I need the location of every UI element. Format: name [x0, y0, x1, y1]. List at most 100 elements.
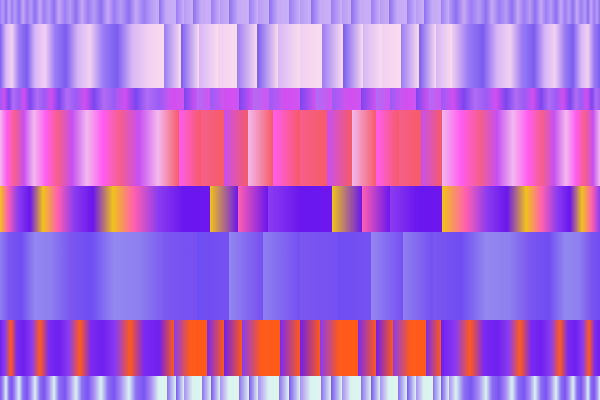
color-strip	[557, 186, 571, 232]
color-strip	[361, 0, 371, 24]
color-strip	[26, 24, 36, 88]
color-strip	[361, 376, 371, 400]
color-strip	[36, 88, 44, 110]
color-strip	[129, 320, 144, 376]
color-strip	[228, 232, 264, 320]
color-strip	[518, 376, 524, 400]
color-strip	[463, 376, 472, 400]
color-strip	[441, 110, 462, 186]
color-strip	[18, 376, 23, 400]
color-strip	[545, 0, 551, 24]
color-strip	[424, 0, 433, 24]
color-strip	[70, 376, 77, 400]
color-strip	[515, 88, 525, 110]
color-strip	[390, 186, 418, 232]
color-strip	[23, 110, 35, 186]
color-strip	[531, 320, 542, 376]
color-strip	[370, 376, 381, 400]
color-strip	[210, 88, 225, 110]
color-strip	[499, 376, 506, 400]
color-strip	[478, 0, 486, 24]
color-strip	[551, 320, 560, 376]
color-strip	[456, 376, 464, 400]
color-strip	[8, 0, 12, 24]
color-strip	[175, 0, 185, 24]
color-strip	[421, 110, 442, 186]
color-strip	[578, 232, 591, 320]
color-strip	[49, 320, 59, 376]
color-strip	[380, 376, 390, 400]
color-strip	[248, 376, 259, 400]
color-strip	[440, 0, 449, 24]
color-strip	[371, 232, 404, 320]
color-strip	[589, 320, 595, 376]
color-strip	[166, 232, 197, 320]
color-strip	[103, 24, 118, 88]
color-strip	[174, 320, 191, 376]
color-strip	[0, 110, 7, 186]
color-strip	[237, 24, 258, 88]
color-strip	[34, 110, 46, 186]
color-strip	[584, 376, 589, 400]
color-strip	[51, 232, 70, 320]
color-strip	[461, 110, 480, 186]
color-strip	[242, 320, 261, 376]
color-strip	[416, 88, 429, 110]
color-strip	[171, 88, 184, 110]
color-strip	[511, 376, 519, 400]
color-strip	[496, 24, 510, 88]
color-strip	[248, 110, 274, 186]
color-strip	[280, 320, 300, 376]
color-strip	[460, 232, 487, 320]
color-strip	[74, 186, 93, 232]
color-strip	[535, 0, 541, 24]
color-strip	[331, 0, 342, 24]
color-strip	[417, 186, 443, 232]
color-strip	[357, 320, 376, 376]
color-strip	[43, 88, 52, 110]
color-strip	[30, 376, 35, 400]
color-strip	[370, 0, 381, 24]
color-strip	[575, 320, 583, 376]
color-strip	[114, 0, 122, 24]
color-strip	[563, 88, 570, 110]
color-strip	[341, 0, 352, 24]
color-strip	[346, 88, 362, 110]
color-strip	[425, 320, 442, 376]
color-strip	[336, 232, 372, 320]
color-strip	[184, 376, 193, 400]
color-strip	[300, 320, 320, 376]
color-strip	[15, 0, 19, 24]
color-strip	[548, 88, 557, 110]
color-strip	[0, 320, 6, 376]
color-strip	[300, 0, 311, 24]
color-strip	[597, 376, 600, 400]
color-strip	[342, 24, 363, 88]
color-strip	[44, 376, 50, 400]
color-strip	[209, 186, 239, 232]
color-strip	[113, 88, 125, 110]
color-strip	[569, 88, 576, 110]
color-strip	[509, 24, 523, 88]
color-strip	[339, 320, 358, 376]
color-strip	[224, 88, 239, 110]
color-strip	[573, 0, 578, 24]
color-strip	[564, 24, 574, 88]
color-strip	[492, 0, 500, 24]
color-strip	[453, 88, 465, 110]
color-strip	[497, 110, 514, 186]
color-strip	[113, 232, 140, 320]
color-strip	[486, 232, 510, 320]
color-strip	[399, 110, 422, 186]
color-strip	[487, 186, 508, 232]
color-strip	[258, 0, 269, 24]
color-strip	[138, 110, 159, 186]
color-strip	[112, 186, 135, 232]
blue-violet-band	[0, 232, 600, 320]
color-strip	[310, 376, 322, 400]
color-strip	[565, 376, 570, 400]
color-strip	[463, 0, 472, 24]
color-strip	[219, 376, 230, 400]
color-strip	[196, 232, 229, 320]
